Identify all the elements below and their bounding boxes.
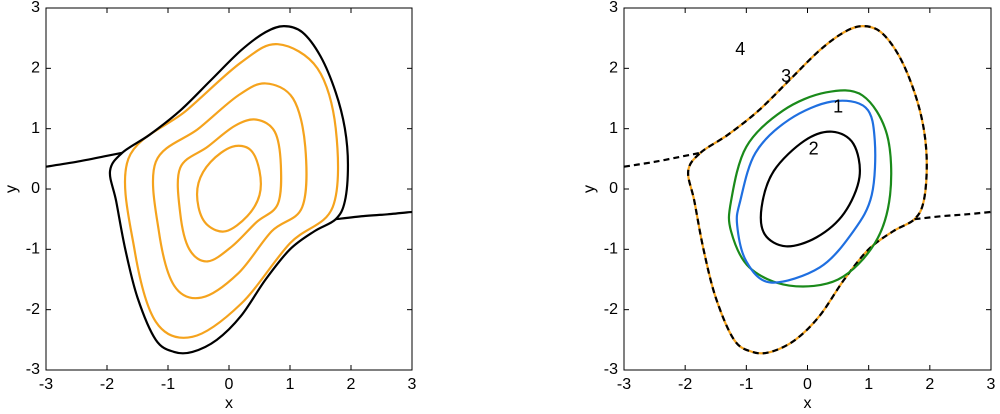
x-tick-label: -3 (39, 376, 53, 393)
curve (123, 43, 340, 339)
plot-area (624, 8, 991, 370)
y-tick-label: 1 (31, 120, 40, 137)
plot-area (46, 8, 412, 370)
x-axis-label: x (225, 395, 233, 412)
y-tick-label: -2 (26, 301, 40, 318)
x-tick-label: -2 (100, 376, 114, 393)
x-tick-label: 0 (803, 376, 812, 393)
y-tick-label: 0 (609, 180, 618, 197)
curve (151, 82, 308, 300)
curve-label: 4 (735, 39, 745, 59)
y-tick-label: 2 (609, 60, 618, 77)
y-tick-label: 3 (609, 0, 618, 16)
curve (196, 144, 262, 233)
y-tick-label: 0 (31, 180, 40, 197)
curve (176, 118, 283, 263)
y-tick-label: 2 (31, 60, 40, 77)
curve (335, 210, 412, 221)
y-tick-label: -1 (604, 241, 618, 258)
curve-label: 1 (833, 96, 843, 116)
curve-label: 2 (809, 139, 819, 159)
x-tick-label: -3 (617, 376, 631, 393)
x-axis-label: x (804, 395, 812, 412)
x-tick-label: 0 (225, 376, 234, 393)
x-tick-label: 1 (286, 376, 295, 393)
curve (759, 130, 861, 248)
curve (46, 151, 123, 168)
y-tick-label: 1 (609, 120, 618, 137)
y-tick-label: -2 (604, 301, 618, 318)
y-axis-label: y (581, 185, 598, 193)
x-tick-label: -2 (678, 376, 692, 393)
y-tick-label: -3 (26, 361, 40, 378)
plot-layer (624, 24, 991, 355)
curve (624, 151, 701, 168)
x-tick-label: 2 (347, 376, 356, 393)
x-tick-label: 3 (987, 376, 996, 393)
x-tick-label: 2 (925, 376, 934, 393)
y-tick-label: -1 (26, 241, 40, 258)
curve (735, 99, 877, 284)
y-tick-label: -3 (604, 361, 618, 378)
x-tick-label: 3 (408, 376, 417, 393)
curve (108, 24, 350, 355)
curve (914, 210, 991, 221)
plot-layer (46, 24, 412, 355)
x-tick-label: -1 (161, 376, 175, 393)
y-tick-label: 3 (31, 0, 40, 16)
curve (686, 24, 928, 355)
curve-label: 3 (781, 66, 791, 86)
x-tick-label: 1 (864, 376, 873, 393)
y-axis-label: y (3, 185, 20, 193)
x-tick-label: -1 (739, 376, 753, 393)
